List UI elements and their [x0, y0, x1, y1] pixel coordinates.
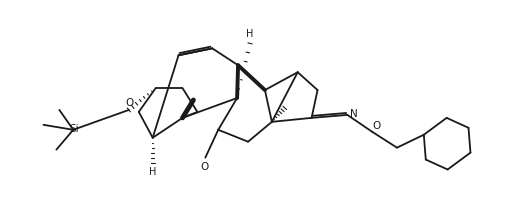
Text: H: H: [149, 167, 156, 177]
Text: O: O: [200, 162, 208, 172]
Text: H: H: [246, 29, 253, 39]
Text: N: N: [349, 109, 358, 119]
Text: O: O: [125, 98, 133, 108]
Text: Si: Si: [69, 124, 79, 134]
Text: O: O: [372, 121, 380, 131]
